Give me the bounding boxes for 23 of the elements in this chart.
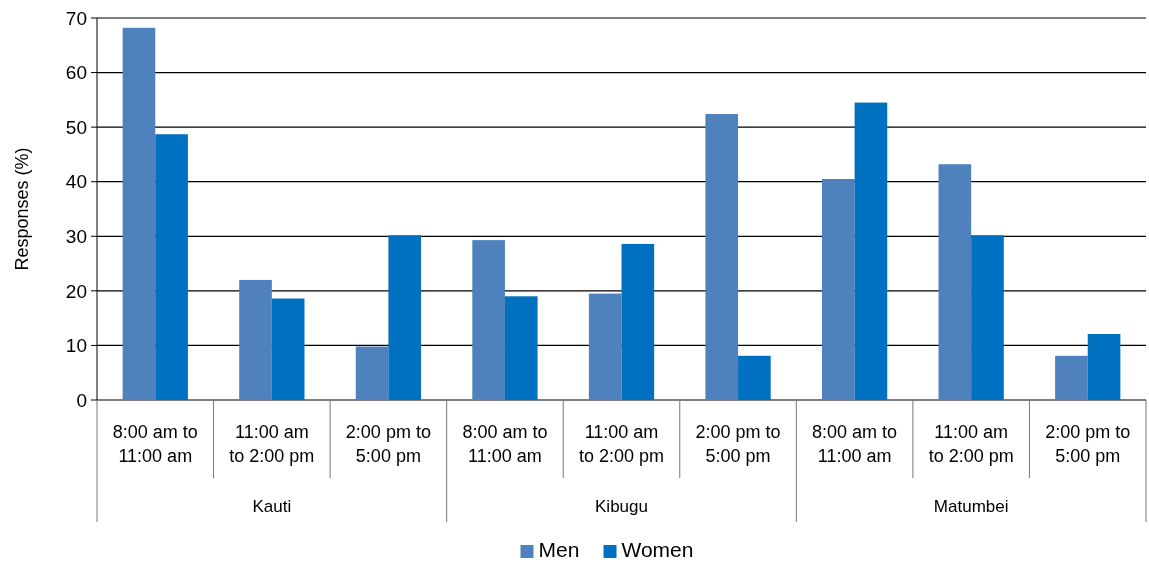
- x-tick-label: 8:00 am to 11:00 am: [812, 422, 898, 466]
- x-tick-label: 11:00 am to 2:00 pm: [928, 422, 1014, 466]
- y-tick-label: 60: [65, 62, 87, 84]
- y-tick-label: 0: [76, 389, 87, 411]
- x-tick-label: 8:00 am to 11:00 am: [462, 422, 548, 466]
- legend-label: Women: [621, 538, 694, 561]
- text: Matumbei: [933, 497, 1009, 516]
- y-tick-label: 40: [65, 171, 87, 193]
- x-tick-label: 11:00 am to 2:00 pm: [578, 422, 665, 466]
- y-axis-title: Responses (%): [12, 147, 32, 271]
- x-tick-label: 2:00 pm to 5:00 pm: [345, 422, 431, 466]
- y-tick-label: 30: [65, 225, 87, 247]
- legend-label: Men: [538, 538, 580, 561]
- y-tick-label: 70: [65, 7, 87, 29]
- text: Kibugu: [595, 497, 648, 516]
- text: Kauti: [252, 497, 292, 516]
- y-tick-label: 20: [65, 280, 87, 302]
- y-tick-label: 50: [65, 116, 87, 138]
- y-tick-label: 10: [65, 335, 87, 357]
- x-tick-label: 8:00 am to 11:00 am: [112, 422, 198, 466]
- x-tick-label: 11:00 am to 2:00 pm: [229, 422, 315, 466]
- x-tick-label: 2:00 pm to 5:00 pm: [1045, 422, 1131, 466]
- x-tick-label: 2:00 pm to 5:00 pm: [695, 422, 781, 466]
